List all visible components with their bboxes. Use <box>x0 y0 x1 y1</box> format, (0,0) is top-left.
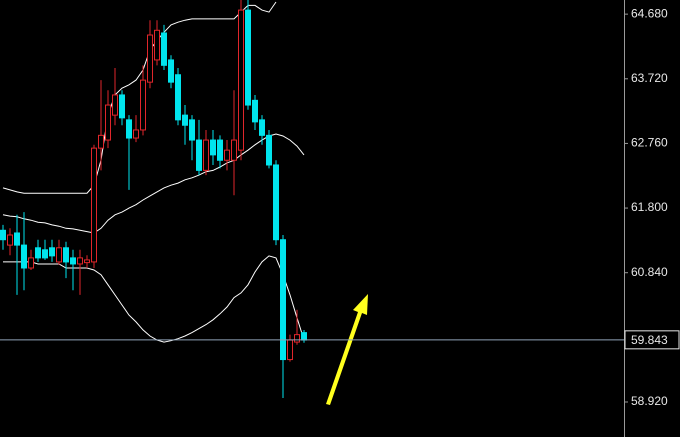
candle-body <box>119 94 125 119</box>
candle-body <box>266 134 272 166</box>
candle-body <box>35 247 41 259</box>
candle-body <box>154 29 160 61</box>
candle-body <box>42 249 48 259</box>
candle-body <box>49 247 55 257</box>
candle-body <box>224 149 230 161</box>
candle-body <box>140 79 146 131</box>
candle-body <box>231 139 237 161</box>
candle-body <box>98 134 104 149</box>
candle-body <box>133 129 139 139</box>
candle-body <box>294 334 300 343</box>
candle-body <box>0 229 6 241</box>
candle-body <box>280 239 286 361</box>
candle-body <box>175 74 181 121</box>
candle-body <box>273 164 279 241</box>
candle-body <box>70 257 76 265</box>
candle-body <box>259 119 265 136</box>
candle-body <box>84 259 90 264</box>
candle-body <box>217 139 223 161</box>
candle-body <box>77 257 83 265</box>
last-price-box <box>624 330 680 350</box>
candle-body <box>28 257 34 269</box>
y-tick-label: 58.920 <box>631 394 668 408</box>
candle-body <box>189 119 195 141</box>
candle-body <box>21 244 27 269</box>
candle-body <box>63 247 69 263</box>
last-price-label: 59.843 <box>631 333 668 347</box>
candle-body <box>238 9 244 151</box>
band-line <box>3 255 305 343</box>
candle-body <box>161 32 167 66</box>
candle-body <box>252 99 258 123</box>
plot <box>0 0 307 398</box>
candle-body <box>168 59 174 83</box>
candle-body <box>182 114 188 126</box>
y-tick-label: 63.720 <box>631 71 668 85</box>
candle-body <box>14 232 20 246</box>
band-line <box>2 1 277 194</box>
candle-body <box>245 9 251 106</box>
candle-body <box>147 34 153 83</box>
candle-body <box>126 119 132 139</box>
y-tick-label: 64.680 <box>631 6 668 20</box>
candle-body <box>7 234 13 246</box>
y-tick-label: 62.760 <box>631 136 668 150</box>
y-tick-label: 61.800 <box>631 200 668 214</box>
candle-body <box>112 94 118 116</box>
candle-body <box>287 339 293 361</box>
candle-body <box>203 139 209 171</box>
candle-body <box>105 104 111 141</box>
arrow <box>326 294 368 405</box>
candle-body <box>210 139 216 156</box>
band-line <box>2 133 305 234</box>
candle-body <box>56 247 62 263</box>
y-tick-label: 60.840 <box>631 265 668 279</box>
candle-body <box>301 332 307 341</box>
candle-body <box>91 147 97 263</box>
candle-body <box>196 139 202 171</box>
